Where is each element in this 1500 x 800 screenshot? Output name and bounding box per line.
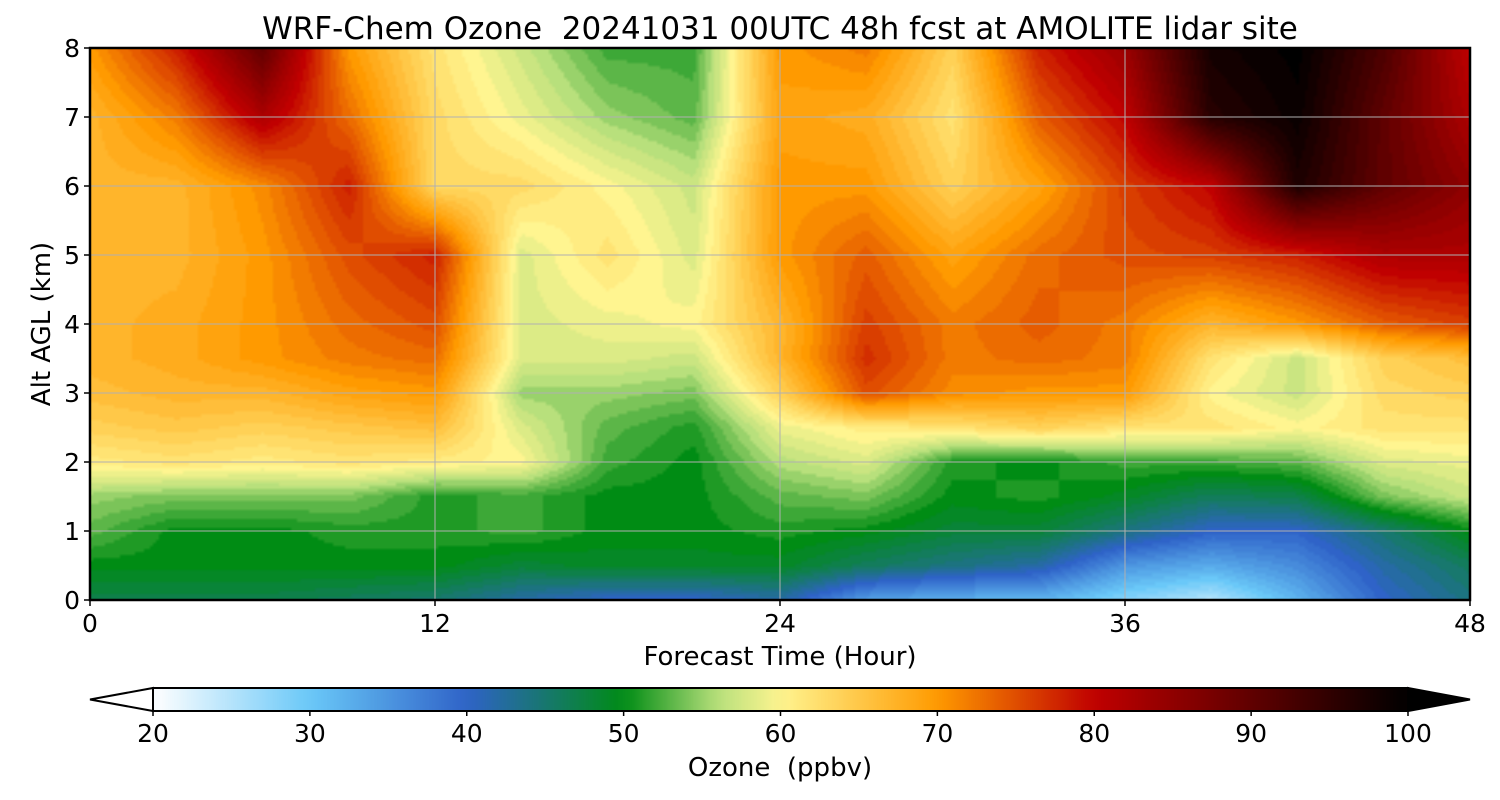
colorbar-extend-high-triangle [1407,686,1471,713]
x-tick-label: 0 [82,609,98,638]
colorbar-tick-label: 50 [608,719,640,748]
y-tick-label: 2 [64,448,80,477]
colorbar: 20 30 40 50 60 70 80 90 100 [89,686,1471,748]
y-tick-label: 3 [64,379,80,408]
colorbar-tick-label: 20 [137,719,169,748]
colorbar-extend-low-triangle [89,686,154,713]
colorbar-tick-label: 90 [1235,719,1267,748]
x-axis: 0 12 24 36 48 [82,600,1486,638]
colorbar-label: Ozone (ppbv) [688,753,872,783]
x-tick-label: 48 [1454,609,1486,638]
colorbar-tick-label: 100 [1384,719,1432,748]
x-tick-label: 24 [764,609,796,638]
colorbar-tick-label: 30 [294,719,326,748]
y-tick-label: 4 [64,310,80,339]
colorbar-tick-label: 80 [1078,719,1110,748]
y-axis: 0 1 2 3 4 5 6 7 8 [64,34,90,615]
y-axis-label: Alt AGL (km) [27,242,57,406]
x-tick-label: 12 [419,609,451,638]
grid-lines [90,48,1470,600]
colorbar-tick-label: 40 [451,719,483,748]
y-tick-label: 6 [64,172,80,201]
y-tick-label: 0 [64,586,80,615]
plot-area [88,46,1472,602]
y-tick-label: 7 [64,103,80,132]
chart-title: WRF-Chem Ozone 20241031 00UTC 48h fcst a… [262,11,1298,47]
colorbar-gradient [153,688,1408,711]
x-tick-label: 36 [1109,609,1141,638]
y-tick-label: 5 [64,241,80,270]
y-tick-label: 1 [64,517,80,546]
colorbar-tick-label: 60 [765,719,797,748]
y-tick-label: 8 [64,34,80,63]
colorbar-ticks: 20 30 40 50 60 70 80 90 100 [137,711,1432,748]
colorbar-tick-label: 70 [921,719,953,748]
x-axis-label: Forecast Time (Hour) [643,642,916,672]
